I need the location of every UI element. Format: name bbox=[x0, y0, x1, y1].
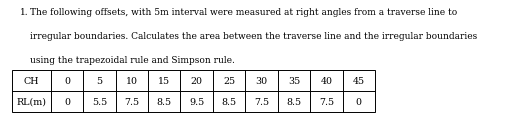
Text: 8.5: 8.5 bbox=[157, 97, 172, 106]
Text: irregular boundaries. Calculates the area between the traverse line and the irre: irregular boundaries. Calculates the are… bbox=[30, 32, 477, 41]
Text: 8.5: 8.5 bbox=[287, 97, 301, 106]
Text: 35: 35 bbox=[288, 76, 300, 85]
Text: 40: 40 bbox=[321, 76, 332, 85]
Text: using the trapezoidal rule and Simpson rule.: using the trapezoidal rule and Simpson r… bbox=[30, 55, 235, 64]
Text: RL(m): RL(m) bbox=[16, 97, 46, 106]
Text: CH: CH bbox=[24, 76, 39, 85]
Text: 10: 10 bbox=[126, 76, 138, 85]
Text: 0: 0 bbox=[64, 76, 70, 85]
Text: 8.5: 8.5 bbox=[222, 97, 236, 106]
Text: 0: 0 bbox=[64, 97, 70, 106]
Text: 0: 0 bbox=[356, 97, 362, 106]
Text: 25: 25 bbox=[223, 76, 235, 85]
Text: 20: 20 bbox=[191, 76, 202, 85]
Text: 7.5: 7.5 bbox=[254, 97, 269, 106]
Text: 30: 30 bbox=[255, 76, 268, 85]
Text: 7.5: 7.5 bbox=[319, 97, 334, 106]
Text: 7.5: 7.5 bbox=[124, 97, 139, 106]
Text: 1.: 1. bbox=[20, 8, 28, 17]
Text: 5.5: 5.5 bbox=[92, 97, 107, 106]
Text: The following offsets, with 5m interval were measured at right angles from a tra: The following offsets, with 5m interval … bbox=[30, 8, 458, 17]
Text: 15: 15 bbox=[158, 76, 170, 85]
Text: 5: 5 bbox=[96, 76, 103, 85]
Text: 9.5: 9.5 bbox=[189, 97, 204, 106]
Text: 45: 45 bbox=[353, 76, 365, 85]
